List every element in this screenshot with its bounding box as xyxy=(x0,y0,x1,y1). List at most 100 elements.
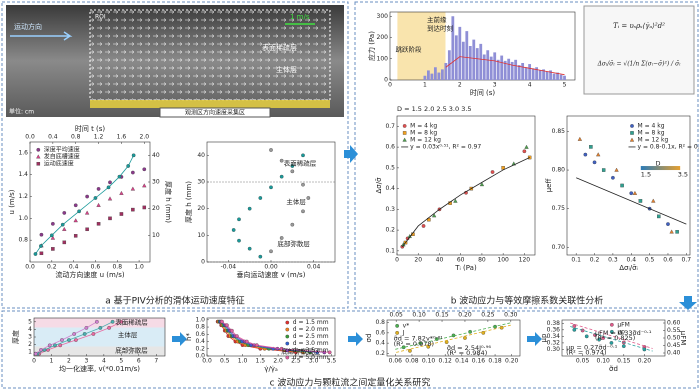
marker xyxy=(84,210,90,215)
marker xyxy=(244,339,249,344)
marker xyxy=(130,186,136,191)
x-tick-label: 1 xyxy=(50,358,54,365)
bar xyxy=(507,58,511,80)
bar xyxy=(427,70,430,80)
x-tick-label: 0.15 xyxy=(617,358,631,365)
bar xyxy=(430,73,434,80)
marker xyxy=(235,334,239,338)
y-tick-label: 0.6 xyxy=(385,144,395,151)
x-tick-label: 0.3 xyxy=(608,257,618,264)
y-tick-label: 0.6 xyxy=(195,331,205,338)
x-tick-label: 0.20 xyxy=(505,358,519,365)
x-tick-label: 3 xyxy=(493,82,497,89)
marker xyxy=(609,341,614,345)
x-tick-label: 20 xyxy=(414,257,422,264)
legend-label: d = 3.0 mm xyxy=(293,340,329,347)
annotation: 主体层 xyxy=(118,330,138,339)
x-axis-label: Tᵢ (Pa) xyxy=(454,264,477,272)
y-tick-label: 0.70 xyxy=(552,244,566,251)
y-tick-label: 0.34 xyxy=(547,333,561,340)
marker xyxy=(522,149,527,154)
marker xyxy=(421,224,426,228)
bar xyxy=(514,59,518,80)
x-tick-label: 0 xyxy=(32,358,36,365)
formula-box: Tᵢ = υₛρₛ⟨γ̇ₐ⟩²d² Δσᵢ/σ̄ᵢ = √(1/n Σ(σᵢ−σ… xyxy=(583,5,695,95)
x2-tick-label: 0.30 xyxy=(504,312,518,319)
y-tick-label: 0 xyxy=(384,77,388,84)
y2-tick-label: 20 xyxy=(152,205,160,212)
marker xyxy=(49,233,54,238)
bar xyxy=(524,67,528,80)
marker xyxy=(117,174,122,179)
x-tick-label: 2.5 xyxy=(291,358,301,365)
x2-tick-label: 0.10 xyxy=(412,312,426,319)
marker xyxy=(142,205,147,210)
x2-tick-label: 0.4 xyxy=(48,134,58,141)
annotation: 跳跃阶段 xyxy=(396,44,423,53)
marker xyxy=(638,199,643,203)
marker xyxy=(572,327,577,332)
x-axis-label: 垂向运动速度 v (m/s) xyxy=(237,270,306,279)
legend-label: M = 12 kg xyxy=(638,136,669,143)
y-axis-label: 应力 (Pa) xyxy=(367,31,376,61)
legend-label: y = 0.03x⁰·⁵¹, R² = 0.97 xyxy=(410,143,481,150)
arrow xyxy=(348,332,363,346)
plot-frame xyxy=(386,319,521,357)
line xyxy=(35,155,134,255)
x-tick-label: 0.6 xyxy=(663,257,673,264)
marker xyxy=(597,337,601,342)
legend-label: v* xyxy=(403,322,410,329)
bar xyxy=(468,46,472,80)
marker xyxy=(279,236,284,240)
bar xyxy=(528,64,532,80)
annotation: 底部弥散层 xyxy=(277,239,310,248)
y-tick-label: 0.4 xyxy=(385,185,395,192)
x-tick-label: 0.0 xyxy=(202,358,212,365)
x-tick-label: 1.5 xyxy=(256,358,266,365)
marker xyxy=(82,332,87,336)
y-axis-label: h* xyxy=(185,333,193,341)
y2-tick-label: 30 xyxy=(152,179,160,186)
legend-label: M = 8 kg xyxy=(638,129,665,136)
marker xyxy=(231,228,236,232)
caption: a 基于PIV分析的滑体运动速度特征 xyxy=(105,295,245,307)
y-tick-label: 0 xyxy=(201,259,205,266)
x-tick-label: 0.0 xyxy=(25,264,35,271)
x2-tick-label: 1.2 xyxy=(94,134,104,141)
x2-tick-label: 0.25 xyxy=(481,312,495,319)
x-axis-label: Δσᵢ/σ̄ᵢ xyxy=(619,264,638,272)
bar xyxy=(542,69,545,80)
marker xyxy=(279,158,284,163)
annotation: (R² = 0.984) xyxy=(447,349,487,357)
marker xyxy=(39,251,44,256)
legend-label: 运动底速度 xyxy=(44,159,74,167)
x-tick-label: 0.2 xyxy=(590,257,600,264)
marker xyxy=(481,331,486,335)
x2-tick-label: 2.0 xyxy=(140,134,150,141)
bar xyxy=(559,74,563,80)
layer-label: 表面稀疏层 xyxy=(262,43,297,52)
marker xyxy=(675,230,679,234)
marker xyxy=(269,249,273,254)
x-axis-label: σ̃d xyxy=(609,365,618,373)
y-tick-label: 100 xyxy=(377,55,389,62)
marker xyxy=(53,343,57,348)
marker xyxy=(39,348,43,352)
y-tick-label: 0.5 xyxy=(385,164,395,171)
bar xyxy=(458,26,462,80)
flow-label: 运动方向 xyxy=(14,22,42,31)
marker xyxy=(73,203,78,208)
x-tick-label: 0.05 xyxy=(576,358,590,365)
y-axis-label: σd xyxy=(365,334,373,343)
x2-tick-label: 0.0 xyxy=(25,134,35,141)
legend-label: d = 2.0 mm xyxy=(293,326,329,333)
y-tick-label: 0.6 xyxy=(375,329,385,336)
marker xyxy=(596,152,601,157)
annotation: 表面稀疏层 xyxy=(284,159,317,168)
bar xyxy=(489,56,493,80)
marker xyxy=(583,152,588,157)
line xyxy=(401,157,530,247)
marker xyxy=(62,226,67,231)
